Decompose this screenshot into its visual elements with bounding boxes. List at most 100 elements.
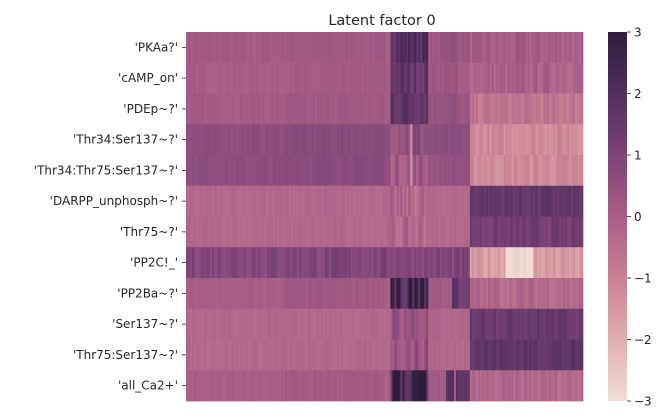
heatmap-cell <box>332 278 336 310</box>
heatmap-cell <box>197 62 201 94</box>
heatmap-cell <box>453 216 457 248</box>
heatmap-cell <box>380 62 383 94</box>
heatmap-cell <box>336 216 340 248</box>
heatmap-cell <box>376 370 379 402</box>
heatmap-cell <box>481 339 485 371</box>
heatmap-cell <box>247 93 250 125</box>
heatmap-cell <box>426 339 429 371</box>
heatmap-cell <box>497 339 500 371</box>
heatmap-cell <box>360 278 364 310</box>
heatmap-cell <box>438 370 441 402</box>
heatmap-cell <box>239 370 242 402</box>
heatmap-cell <box>404 247 407 279</box>
heatmap-cell <box>519 62 522 94</box>
heatmap-cell <box>459 93 463 125</box>
heatmap-cell <box>495 32 498 64</box>
heatmap-cell <box>428 32 431 64</box>
heatmap-cell <box>259 216 262 248</box>
heatmap-cell <box>213 370 217 402</box>
heatmap-cell <box>471 308 475 340</box>
heatmap-cell <box>213 155 217 187</box>
heatmap-cell <box>453 124 457 156</box>
heatmap-cell <box>529 308 532 340</box>
heatmap-cell <box>205 185 209 217</box>
heatmap-cell <box>191 370 195 402</box>
heatmap-cell <box>394 32 397 64</box>
heatmap-cell <box>455 278 459 310</box>
heatmap-cell <box>203 278 207 310</box>
heatmap-cell <box>295 93 298 125</box>
heatmap-cell <box>527 155 530 187</box>
heatmap-cell <box>412 62 415 94</box>
heatmap-cell <box>410 93 413 125</box>
heatmap-cell <box>527 93 530 125</box>
row-label: 'Thr34:Ser137~?' <box>73 133 178 147</box>
heatmap-cell <box>519 32 522 64</box>
heatmap-cell <box>509 124 512 156</box>
heatmap-cell <box>199 339 203 371</box>
heatmap-cell <box>285 124 288 156</box>
heatmap-cell <box>416 308 419 340</box>
heatmap-cell <box>394 62 397 94</box>
heatmap-cell <box>320 370 324 402</box>
heatmap-cell <box>332 247 336 279</box>
heatmap-cell <box>340 155 344 187</box>
row-label: 'all_Ca2+' <box>118 379 178 393</box>
heatmap-cell <box>517 339 520 371</box>
heatmap-cell <box>434 339 437 371</box>
heatmap-cell <box>481 93 485 125</box>
heatmap-cell <box>451 155 455 187</box>
heatmap-cell <box>189 155 193 187</box>
heatmap-cell <box>364 308 367 340</box>
heatmap-cell <box>515 62 518 94</box>
heatmap-cell <box>537 370 540 402</box>
heatmap-cell <box>477 32 481 64</box>
heatmap-cell <box>390 155 393 187</box>
heatmap-cell <box>573 93 576 125</box>
heatmap-cell <box>313 185 316 217</box>
heatmap-cell <box>267 339 270 371</box>
heatmap-cell <box>483 62 487 94</box>
heatmap-cell <box>422 62 425 94</box>
heatmap-cell <box>354 62 358 94</box>
heatmap-cell <box>261 278 264 310</box>
heatmap-cell <box>338 216 342 248</box>
heatmap-cell <box>255 370 258 402</box>
heatmap-cell <box>388 155 391 187</box>
heatmap-cell <box>317 216 320 248</box>
heatmap-cell <box>545 62 548 94</box>
row-label: 'cAMP_on' <box>118 71 178 85</box>
heatmap-cell <box>565 93 568 125</box>
heatmap-cell <box>348 216 352 248</box>
heatmap-cell <box>485 370 489 402</box>
heatmap-cell <box>245 62 248 94</box>
heatmap-cell <box>269 370 272 402</box>
heatmap-cell <box>307 247 310 279</box>
heatmap-cell <box>565 62 568 94</box>
heatmap-cell <box>368 247 371 279</box>
heatmap-cell <box>295 216 298 248</box>
heatmap-cell <box>348 278 352 310</box>
heatmap-cell <box>475 216 479 248</box>
heatmap-cell <box>453 155 457 187</box>
heatmap-cell <box>243 278 246 310</box>
heatmap-cell <box>221 308 225 340</box>
heatmap-cell <box>297 339 300 371</box>
heatmap-cell <box>567 185 570 217</box>
heatmap-cell <box>217 155 221 187</box>
heatmap-cell <box>187 216 191 248</box>
heatmap-cell <box>241 278 244 310</box>
heatmap-cell <box>358 185 362 217</box>
heatmap-cell <box>418 308 421 340</box>
heatmap-cell <box>457 155 461 187</box>
heatmap-cell <box>402 155 405 187</box>
heatmap-cell <box>253 339 256 371</box>
heatmap-cell <box>420 124 423 156</box>
heatmap-cell <box>479 216 483 248</box>
heatmap-cell <box>219 124 223 156</box>
heatmap-cell <box>313 370 316 402</box>
heatmap-cell <box>211 32 215 64</box>
heatmap-cell <box>515 93 518 125</box>
heatmap-cell <box>203 155 207 187</box>
heatmap-cell <box>384 339 387 371</box>
